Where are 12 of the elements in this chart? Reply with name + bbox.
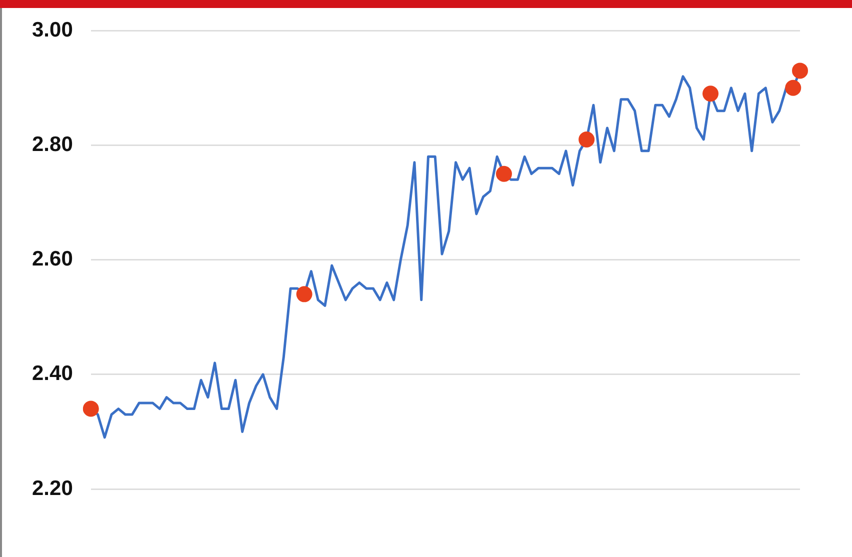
y-tick-label: 2.60 — [32, 248, 73, 271]
point — [496, 166, 512, 182]
point — [82, 400, 99, 417]
point — [296, 286, 312, 302]
y-tick-label: 2.80 — [32, 132, 73, 156]
y-tick-label: 2.40 — [32, 362, 73, 386]
point — [578, 131, 595, 148]
point — [792, 62, 808, 79]
point — [785, 80, 802, 96]
y-tick-label: 2.20 — [32, 476, 73, 500]
y-tick-label: 3.00 — [32, 18, 73, 42]
point — [702, 86, 718, 102]
